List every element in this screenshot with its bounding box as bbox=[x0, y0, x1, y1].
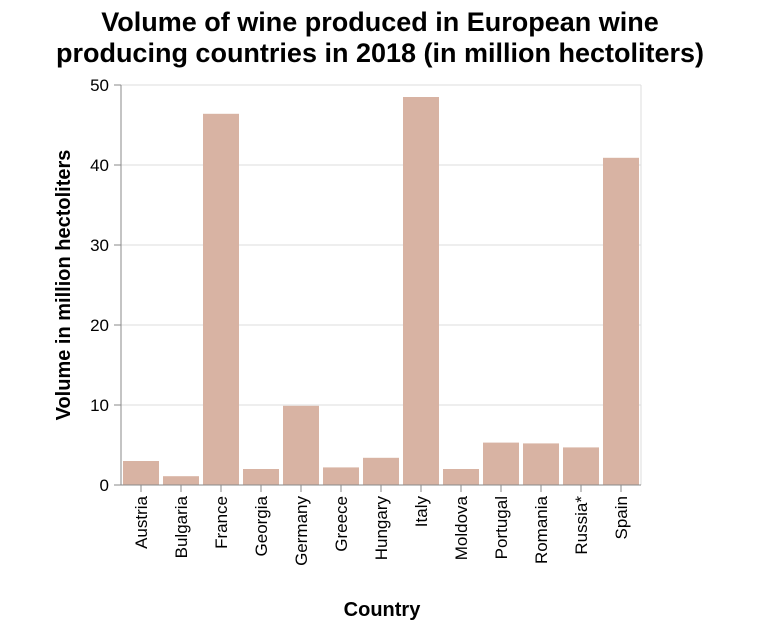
bar-germany bbox=[283, 405, 319, 485]
bar-france bbox=[203, 113, 239, 486]
bar-austria bbox=[123, 461, 159, 485]
bar-spain bbox=[603, 157, 639, 486]
y-tick-label: 50 bbox=[90, 76, 109, 95]
bar-russia bbox=[563, 447, 599, 485]
y-tick-label: 40 bbox=[90, 156, 109, 175]
y-tick-label: 0 bbox=[100, 476, 109, 495]
x-tick-label: Hungary bbox=[372, 496, 391, 561]
bar-hungary bbox=[363, 457, 399, 485]
bars bbox=[123, 97, 639, 486]
x-tick-label: Moldova bbox=[452, 495, 471, 560]
x-tick-label: Bulgaria bbox=[172, 495, 191, 558]
x-tick-label: Italy bbox=[412, 496, 431, 528]
x-tick-label: Austria bbox=[132, 495, 151, 548]
bar-greece bbox=[323, 467, 359, 485]
y-tick-label: 20 bbox=[90, 316, 109, 335]
y-tick-label: 30 bbox=[90, 236, 109, 255]
bar-moldova bbox=[443, 469, 479, 485]
y-tick-label: 10 bbox=[90, 396, 109, 415]
chart-title-line-2: producing countries in 2018 (in million … bbox=[56, 38, 704, 68]
y-axis-title: Volume in million hectoliters bbox=[53, 150, 75, 421]
y-axis-ticks: 0 10 20 30 40 50 bbox=[90, 76, 121, 495]
x-tick-label: France bbox=[212, 496, 231, 549]
x-axis-title: Country bbox=[344, 599, 422, 621]
axes bbox=[120, 85, 641, 486]
x-axis-ticks: Austria Bulgaria France Georgia Germany Greec… bbox=[132, 485, 631, 566]
x-tick-label: Russia* bbox=[572, 496, 591, 555]
x-tick-label: Georgia bbox=[252, 495, 271, 556]
chart-title-line-1: Volume of wine produced in European wine bbox=[101, 7, 659, 37]
x-tick-label: Portugal bbox=[492, 496, 511, 559]
bar-georgia bbox=[243, 469, 279, 485]
x-tick-label: Greece bbox=[332, 496, 351, 552]
x-tick-label: Germany bbox=[292, 496, 311, 566]
bar-bulgaria bbox=[163, 476, 199, 485]
bar-italy bbox=[403, 97, 439, 485]
bar-romania bbox=[523, 443, 559, 485]
bar-portugal bbox=[483, 442, 519, 485]
x-tick-label: Spain bbox=[612, 496, 631, 539]
grid-lines bbox=[121, 84, 642, 486]
x-tick-label: Romania bbox=[532, 495, 551, 564]
